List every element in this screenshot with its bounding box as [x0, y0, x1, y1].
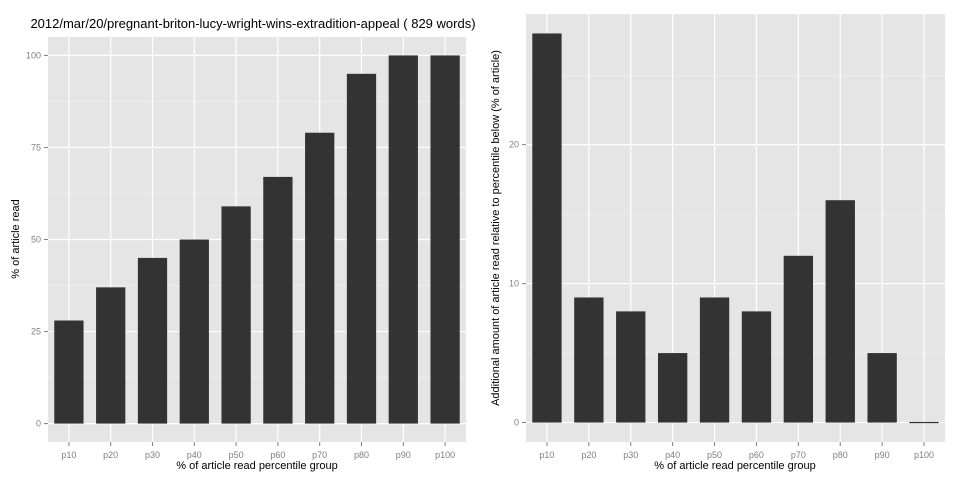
- bar-p60: [741, 311, 772, 423]
- bar-p10: [54, 320, 84, 424]
- x-tick-label-p10: p10: [539, 450, 554, 460]
- bar-p90: [388, 55, 418, 424]
- bar-p20: [96, 287, 126, 424]
- bar-p50: [699, 297, 730, 423]
- x-tick-label-p90: p90: [875, 450, 890, 460]
- chart-left-x-axis: p10 p20 p30 p40 p50 p60 p70 p80 p90 p100: [61, 442, 455, 460]
- x-tick-label-p100: p100: [914, 450, 934, 460]
- x-tick-label-p100: p100: [435, 450, 455, 460]
- bar-p20: [574, 297, 604, 423]
- x-tick-label-p90: p90: [396, 450, 411, 460]
- x-tick-label-p40: p40: [187, 450, 202, 460]
- x-tick-label-p60: p60: [270, 450, 285, 460]
- bar-p10: [532, 33, 562, 423]
- bar-p50: [221, 206, 251, 424]
- y-tick-label: 0: [514, 418, 519, 428]
- y-tick-label: 10: [509, 279, 519, 289]
- bar-p80: [825, 200, 855, 423]
- chart-left-title: 2012/mar/20/pregnant-briton-lucy-wright-…: [30, 16, 475, 31]
- chart-left-bars: [54, 55, 460, 424]
- x-tick-label-p70: p70: [312, 450, 327, 460]
- bar-p100: [909, 421, 939, 424]
- bar-p60: [263, 176, 293, 424]
- x-tick-label-p30: p30: [145, 450, 160, 460]
- x-tick-label-p80: p80: [354, 450, 369, 460]
- bar-p40: [179, 239, 209, 424]
- chart-right-xlabel: % of article read percentile group: [654, 460, 815, 472]
- bar-p40: [657, 353, 688, 423]
- x-tick-label-p20: p20: [103, 450, 118, 460]
- x-tick-label-p70: p70: [791, 450, 806, 460]
- y-tick-label: 20: [509, 140, 519, 150]
- bar-p30: [137, 257, 168, 424]
- x-tick-label-p30: p30: [623, 450, 638, 460]
- y-tick-label: 50: [31, 235, 41, 245]
- chart-right-ylabel: Additional amount of article read relati…: [490, 50, 502, 406]
- chart-left-ylabel: % of article read: [10, 199, 22, 278]
- chart-right: 0 10 20 p10 p20 p30 p40 p50 p60 p70 p80 p90 p100 % …: [490, 14, 945, 472]
- x-tick-label-p60: p60: [749, 450, 764, 460]
- bar-p70: [783, 255, 814, 423]
- bar-p100: [430, 55, 460, 424]
- x-tick-label-p50: p50: [229, 450, 244, 460]
- chart-right-y-axis: 0 10 20: [509, 140, 526, 428]
- chart-left-y-axis: 0 25 50 75 100: [26, 50, 48, 429]
- bar-p70: [305, 132, 335, 424]
- y-tick-label: 0: [36, 419, 41, 429]
- chart-left: 2012/mar/20/pregnant-briton-lucy-wright-…: [10, 16, 476, 472]
- x-tick-label-p80: p80: [833, 450, 848, 460]
- bar-p90: [867, 353, 897, 423]
- x-tick-label-p50: p50: [707, 450, 722, 460]
- x-tick-label-p20: p20: [581, 450, 596, 460]
- y-tick-label: 25: [31, 327, 41, 337]
- bar-p30: [616, 311, 646, 423]
- bar-p80: [346, 73, 377, 424]
- chart-right-bars: [532, 33, 939, 424]
- chart-right-x-axis: p10 p20 p30 p40 p50 p60 p70 p80 p90 p100: [539, 442, 934, 460]
- y-tick-label: 100: [26, 50, 41, 60]
- chart-left-xlabel: % of article read percentile group: [176, 460, 337, 472]
- x-tick-label-p10: p10: [61, 450, 76, 460]
- x-tick-label-p40: p40: [665, 450, 680, 460]
- y-tick-label: 75: [31, 142, 41, 152]
